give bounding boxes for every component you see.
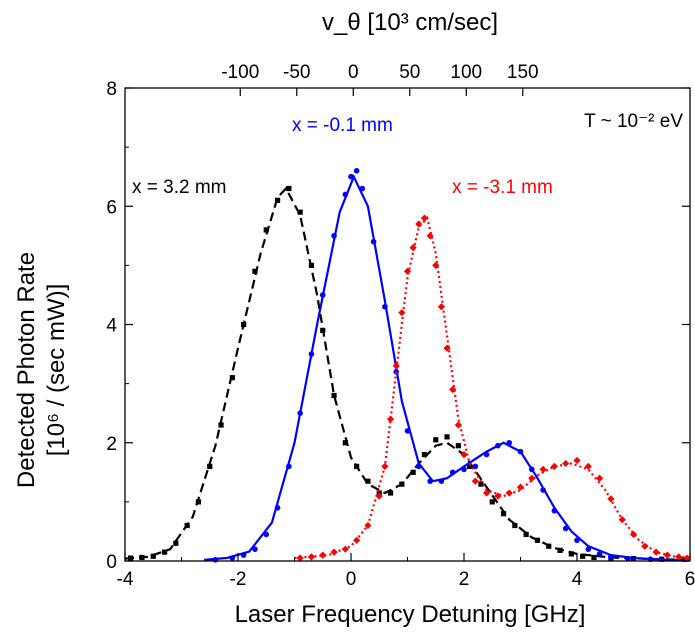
data-point (161, 549, 168, 555)
data-point (596, 551, 603, 557)
top-tick-label: 50 (399, 62, 420, 83)
ticks-layer: -4 -2 0 2 4 6 0 2 4 6 8 -100 -50 0 50 100 150 (106, 62, 695, 590)
top-tick-label: -50 (283, 62, 310, 83)
data-point (568, 551, 574, 557)
top-tick-label: 150 (507, 62, 539, 83)
data-point (454, 421, 462, 429)
data-point (365, 478, 371, 484)
data-point (297, 209, 303, 215)
data-point (433, 437, 439, 443)
data-point (319, 551, 327, 559)
x-axis-label: Laser Frequency Detuning [GHz] (235, 601, 586, 628)
data-point (263, 227, 269, 233)
data-point (528, 474, 536, 482)
x-tick-label: -4 (117, 569, 134, 590)
data-point (398, 309, 406, 317)
data-point (415, 220, 423, 228)
data-point (409, 244, 417, 252)
data-point (539, 465, 547, 473)
data-point (580, 553, 586, 559)
x-tick-label: -2 (230, 569, 247, 590)
temperature-annotation: T ~ 10⁻² eV (584, 111, 683, 132)
fit-line (204, 173, 691, 562)
data-point (489, 499, 495, 505)
fit-line (124, 186, 691, 561)
data-point (483, 489, 491, 497)
x-tick-label: 0 (346, 569, 357, 590)
y-tick-label: 0 (106, 552, 117, 573)
data-point (444, 434, 450, 440)
top-tick-label: 100 (450, 62, 482, 83)
data-point (286, 185, 292, 192)
series-1 (204, 167, 691, 563)
data-point (478, 481, 484, 487)
top-tick-label: 0 (348, 62, 359, 83)
data-point (173, 540, 179, 546)
data-point (207, 463, 213, 469)
data-point (591, 554, 597, 561)
data-point (596, 474, 604, 482)
top-tick-label: -100 (221, 62, 259, 83)
data-point (471, 477, 479, 485)
data-point (437, 303, 445, 311)
data-point (663, 551, 671, 559)
series-label-red: x = -3.1 mm (452, 177, 553, 198)
top-axis-label: v_θ [10³ cm/sec] (322, 9, 498, 36)
y-tick-label: 4 (106, 316, 117, 337)
x-tick-label: 4 (572, 569, 583, 590)
y-axis-label-line1: Detected Photon Rate (13, 252, 40, 488)
x-tick-label: 6 (685, 569, 695, 590)
data-point (641, 542, 649, 550)
data-point (392, 362, 400, 370)
data-point (421, 451, 428, 458)
data-point (516, 483, 525, 491)
series-layer (124, 167, 691, 563)
y-tick-label: 2 (106, 434, 117, 455)
data-point (443, 344, 451, 352)
data-point (472, 463, 479, 470)
data-point (410, 469, 416, 475)
data-point (550, 462, 558, 470)
data-point (449, 385, 457, 394)
data-point (150, 553, 156, 559)
data-point (584, 462, 592, 470)
data-point (467, 463, 473, 469)
data-point (229, 375, 235, 381)
x-tick-label: 2 (459, 569, 470, 590)
data-point (353, 167, 360, 174)
series-2 (294, 214, 691, 562)
data-point (683, 554, 691, 562)
data-point (331, 392, 337, 399)
data-point (420, 214, 429, 222)
data-point (342, 440, 348, 446)
data-point (500, 511, 507, 517)
fit-line (294, 215, 691, 560)
data-point (512, 522, 518, 529)
series-label-black: x = 3.2 mm (132, 177, 227, 198)
y-tick-label: 8 (106, 79, 117, 100)
data-point (386, 415, 395, 423)
data-point (523, 531, 529, 537)
data-point (426, 232, 434, 240)
data-point (573, 456, 581, 465)
y-axis-label: Detected Photon Rate [10⁶ / (sec mW)] (13, 252, 70, 488)
data-point (252, 268, 258, 274)
y-axis-label-line2: [10⁶ / (sec mW)] (43, 284, 70, 457)
data-point (455, 443, 461, 449)
data-point (460, 450, 468, 459)
series-0 (124, 185, 691, 562)
data-point (375, 492, 383, 500)
y-tick-label: 6 (106, 197, 117, 218)
data-point (494, 492, 502, 500)
series-label-blue: x = -0.1 mm (292, 115, 393, 136)
data-point (387, 490, 394, 496)
